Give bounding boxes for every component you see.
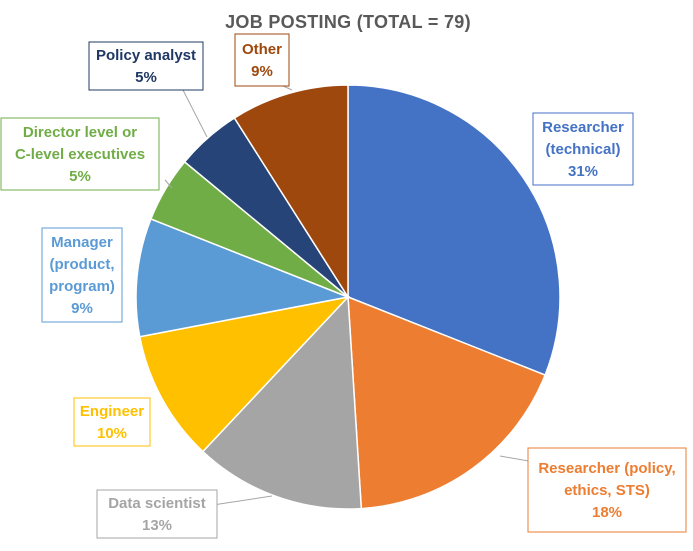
slice-percent-label: 10% (97, 425, 127, 442)
pie-slice (347, 84, 561, 377)
slice-label: Manager (product, program) 9% (41, 227, 123, 323)
pie-slice (201, 295, 363, 510)
slice-category-label: (technical) (545, 141, 620, 158)
slice-labels: Researcher (technical) 31% Researcher (poli… (0, 33, 687, 539)
slice-label-box (0, 117, 160, 191)
leader-line (182, 89, 208, 138)
slice-category-label: C-level executives (15, 146, 145, 163)
slice-label: Policy analyst 5% (88, 41, 204, 91)
slice-percent-label: 9% (71, 300, 93, 317)
leader-line (212, 495, 273, 506)
slice-category-label: Other (242, 41, 282, 58)
slice-category-label: Director level or (23, 124, 137, 141)
slice-percent-label: 9% (251, 63, 273, 80)
pie-slice (135, 217, 351, 338)
leader-line (164, 179, 173, 189)
slice-category-label: Researcher (542, 119, 624, 136)
slice-category-label: Researcher (policy, (538, 460, 675, 477)
slice-percent-label: 13% (142, 517, 172, 534)
slice-category-label: (product, (50, 256, 115, 273)
pie-slice (138, 295, 351, 453)
slice-percent-label: 5% (69, 168, 91, 185)
slice-category-label: Engineer (80, 403, 144, 420)
slice-label: Other 9% (234, 33, 290, 87)
slice-category-label: program) (49, 278, 115, 295)
slice-label-box (96, 489, 218, 539)
slice-label: Director level or C-level executives 5% (0, 117, 160, 191)
pie-slices (135, 84, 561, 510)
slice-category-label: Policy analyst (96, 47, 196, 64)
chart-title: JOB POSTING (TOTAL = 79) (225, 12, 471, 32)
slice-label: Researcher (technical) 31% (532, 112, 634, 186)
slice-label: Data scientist 13% (96, 489, 218, 539)
slice-percent-label: 31% (568, 163, 598, 180)
slice-label-box (234, 33, 290, 87)
slice-category-label: Manager (51, 234, 113, 251)
slice-label-box (73, 397, 151, 447)
pie-slice (347, 295, 547, 510)
slice-label-box (532, 112, 634, 186)
slice-percent-label: 5% (135, 69, 157, 86)
slice-label-box (527, 447, 687, 533)
slice-label: Engineer 10% (73, 397, 151, 447)
slice-category-label: Data scientist (108, 495, 206, 512)
slice-percent-label: 18% (592, 504, 622, 521)
slice-category-label: ethics, STS) (564, 482, 650, 499)
slice-label: Researcher (policy, ethics, STS) 18% (527, 447, 687, 533)
slice-label-box (41, 227, 123, 323)
slice-label-box (88, 41, 204, 91)
pie-slice (233, 84, 349, 300)
